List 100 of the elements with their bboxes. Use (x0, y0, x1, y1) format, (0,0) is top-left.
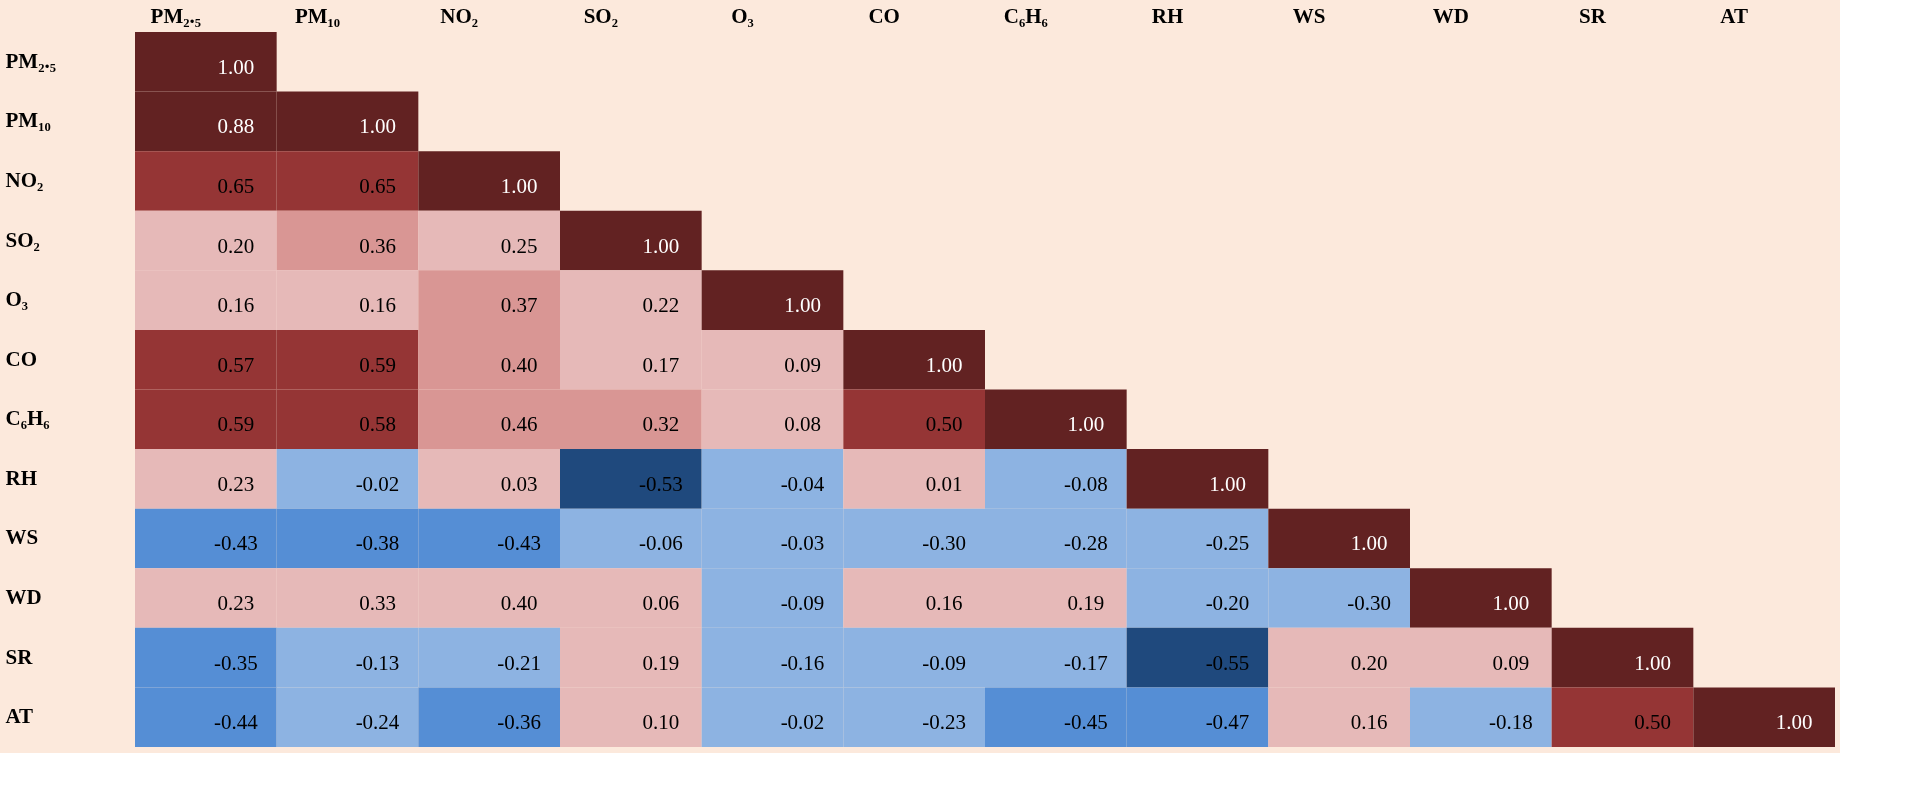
data-label: 1.00 (1350, 531, 1388, 556)
data-label: -0.53 (638, 471, 683, 496)
data-label: 1.00 (1634, 650, 1671, 675)
y-tick-label: PM₁₀ (5, 108, 51, 133)
x-tick-label: PM₁₀ (294, 3, 341, 28)
y-tick-label: RH (5, 465, 37, 490)
data-label: -0.44 (213, 710, 259, 735)
data-label: 0.37 (500, 293, 538, 318)
data-label: 0.17 (642, 352, 680, 377)
data-label: 0.22 (642, 293, 680, 318)
data-label: 0.23 (217, 591, 255, 616)
data-label: 0.16 (1350, 710, 1388, 735)
x-tick-label: SR (1579, 3, 1607, 28)
data-label: 1.00 (784, 293, 821, 318)
y-tick-label: NO₂ (5, 167, 44, 192)
data-label: -0.35 (213, 650, 258, 675)
x-tick-label: WD (1432, 3, 1469, 28)
y-tick-label: PM₂.₅ (5, 48, 56, 73)
data-label: 0.59 (359, 352, 396, 377)
x-tick-label: PM₂.₅ (150, 3, 202, 28)
data-label: 0.36 (359, 233, 396, 258)
data-label: 0.40 (500, 352, 538, 377)
data-label: -0.06 (638, 531, 683, 556)
data-label: 0.32 (642, 412, 680, 437)
x-tick-label: O₃ (731, 3, 754, 28)
data-label: 0.19 (1067, 591, 1105, 616)
data-label: 1.00 (359, 114, 396, 139)
data-label: -0.43 (497, 531, 542, 556)
data-label: -0.28 (1063, 531, 1108, 556)
data-label: 0.50 (1634, 710, 1671, 735)
data-label: -0.25 (1205, 531, 1250, 556)
data-label: 0.23 (217, 471, 255, 496)
data-label: -0.20 (1205, 591, 1250, 616)
x-tick-label: AT (1720, 3, 1748, 28)
data-label: 0.50 (925, 412, 963, 437)
data-label: -0.04 (780, 471, 825, 496)
x-tick-label: CO (868, 3, 900, 28)
data-label: -0.03 (780, 531, 825, 556)
y-tick-label: SO₂ (5, 227, 40, 252)
data-label: 0.16 (925, 591, 963, 616)
y-tick-label: C₆H₆ (5, 406, 50, 431)
data-label: 0.09 (1492, 650, 1530, 675)
data-label: 0.01 (925, 471, 963, 496)
y-tick-label: CO (5, 346, 37, 371)
data-label: 0.65 (217, 173, 255, 198)
data-label: -0.30 (1347, 591, 1392, 616)
data-label: 0.06 (642, 591, 680, 616)
y-tick-label: AT (5, 704, 34, 729)
y-tick-label: WS (5, 525, 39, 550)
data-label: 0.25 (500, 233, 538, 258)
data-label: -0.16 (780, 650, 825, 675)
data-label: -0.09 (780, 591, 825, 616)
y-tick-label: SR (5, 644, 34, 669)
data-label: -0.08 (1063, 471, 1108, 496)
data-label: 0.58 (359, 412, 396, 437)
data-label: 1.00 (1067, 412, 1105, 437)
y-tick-label: WD (5, 585, 42, 610)
data-label: 0.08 (784, 412, 821, 437)
data-label: 1.00 (500, 173, 538, 198)
data-label: -0.30 (922, 531, 967, 556)
data-label: -0.21 (497, 650, 542, 675)
data-label: 0.19 (642, 650, 680, 675)
data-label: 0.57 (217, 352, 255, 377)
data-label: 0.59 (217, 412, 255, 437)
x-tick-label: WS (1292, 3, 1326, 28)
data-label: 0.16 (217, 293, 255, 318)
data-label: -0.02 (355, 471, 400, 496)
data-label: -0.36 (497, 710, 542, 735)
data-label: 1.00 (642, 233, 680, 258)
data-label: 0.10 (642, 710, 680, 735)
data-label: -0.55 (1205, 650, 1250, 675)
data-label: 1.00 (925, 352, 963, 377)
y-tick-label: O₃ (5, 287, 29, 312)
x-tick-label: C₆H₆ (1003, 3, 1048, 28)
data-label: 1.00 (1775, 710, 1813, 735)
data-label: -0.09 (922, 650, 967, 675)
data-label: 0.40 (500, 591, 538, 616)
data-label: 1.00 (1492, 591, 1530, 616)
x-tick-label: NO₂ (440, 3, 479, 28)
data-label: -0.23 (922, 710, 967, 735)
data-label: 0.88 (217, 114, 255, 139)
data-label: 0.03 (500, 471, 538, 496)
data-label: 1.00 (1209, 471, 1246, 496)
x-tick-label: RH (1151, 3, 1184, 28)
data-label: -0.18 (1488, 710, 1533, 735)
data-label: 0.46 (500, 412, 538, 437)
data-label: -0.02 (780, 710, 825, 735)
data-label: -0.17 (1063, 650, 1108, 675)
data-label: 0.20 (1350, 650, 1388, 675)
data-label: 0.33 (359, 591, 396, 616)
data-label: -0.38 (355, 531, 400, 556)
x-tick-label: SO₂ (583, 3, 618, 28)
data-label: 0.20 (217, 233, 255, 258)
data-label: -0.47 (1205, 710, 1250, 735)
data-label: -0.45 (1063, 710, 1108, 735)
data-label: 0.65 (359, 173, 396, 198)
data-label: -0.24 (355, 710, 400, 735)
data-label: -0.43 (213, 531, 258, 556)
data-label: -0.13 (355, 650, 400, 675)
data-label: 1.00 (217, 54, 255, 79)
